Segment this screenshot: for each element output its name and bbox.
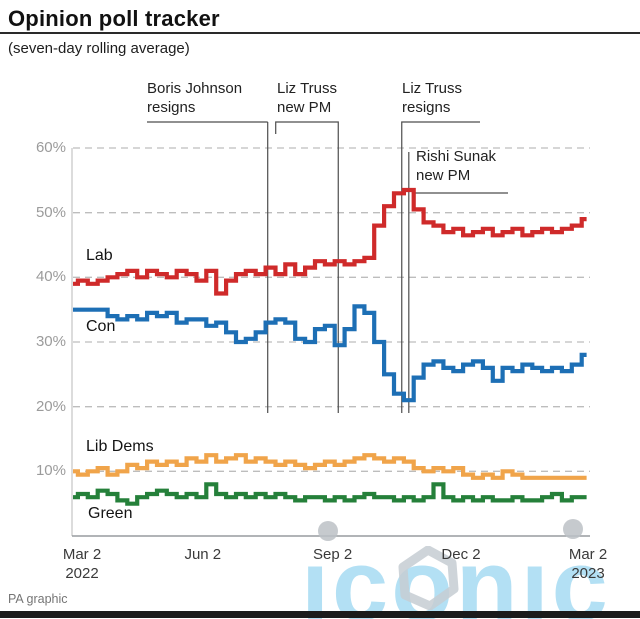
page-title: Opinion poll tracker bbox=[8, 6, 220, 31]
title-divider bbox=[0, 32, 640, 34]
y-axis-tick: 40% bbox=[35, 268, 66, 286]
series-label-lab: Lab bbox=[86, 247, 113, 264]
y-axis-tick: 10% bbox=[35, 462, 66, 480]
chart-subtitle: (seven-day rolling average) bbox=[8, 40, 190, 57]
series-line-lib-dems bbox=[73, 453, 587, 480]
x-axis-tick: Mar 2 2023 bbox=[568, 546, 608, 582]
event-label: Rishi Sunak new PM bbox=[416, 148, 497, 184]
x-axis-tick: Jun 2 bbox=[184, 546, 222, 563]
y-axis-tick: 20% bbox=[35, 397, 66, 415]
event-label: Liz Truss resigns bbox=[402, 80, 463, 116]
source-credit: PA graphic bbox=[8, 592, 68, 606]
event-label: Liz Truss new PM bbox=[277, 80, 338, 116]
bottom-bar bbox=[0, 611, 640, 618]
y-axis-tick: 60% bbox=[35, 139, 66, 156]
y-axis-tick: 30% bbox=[35, 333, 66, 350]
series-line-lab bbox=[73, 187, 587, 296]
y-axis-tick: 50% bbox=[35, 203, 66, 221]
series-line-green bbox=[73, 482, 587, 506]
x-axis-tick: Mar 2 2022 bbox=[62, 546, 102, 582]
series-label-con: Con bbox=[86, 318, 116, 335]
x-axis-tick: Sep 2 bbox=[313, 546, 353, 563]
x-axis-tick: Dec 2 bbox=[441, 546, 481, 563]
series-label-lib-dems: Lib Dems bbox=[86, 438, 154, 455]
series-line-con bbox=[73, 304, 587, 403]
event-label: Boris Johnson resigns bbox=[147, 80, 243, 116]
series-label-green: Green bbox=[88, 505, 133, 522]
